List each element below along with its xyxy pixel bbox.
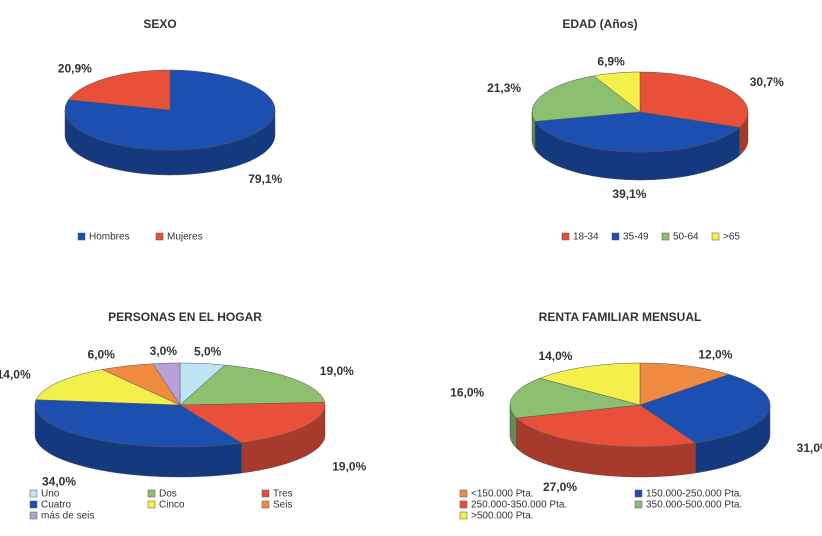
slice-top xyxy=(35,369,181,406)
slice-top xyxy=(593,71,641,113)
legend-swatch xyxy=(459,511,468,520)
legend-label: Seis xyxy=(273,500,292,511)
legend-swatch xyxy=(147,500,156,509)
chart-title: PERSONAS EN EL HOGAR xyxy=(108,310,262,324)
legend-label: más de seis xyxy=(41,511,94,522)
value-label: 31,0% xyxy=(797,441,822,455)
legend-swatch xyxy=(77,232,86,241)
value-label: 16,0% xyxy=(450,386,484,400)
slice-top xyxy=(34,399,243,448)
pie-slice xyxy=(515,404,697,478)
legend-label: >500.000 Pta. xyxy=(471,511,534,522)
slice-top xyxy=(531,75,641,122)
legend-label: Dos xyxy=(159,489,177,500)
slice-top xyxy=(639,71,749,128)
pie-slice xyxy=(593,71,641,113)
slice-top xyxy=(152,362,181,406)
legend-label: Cinco xyxy=(159,500,185,511)
pie-slice xyxy=(101,363,181,406)
value-label: 27,0% xyxy=(543,480,577,494)
legend-swatch xyxy=(29,511,38,520)
value-label: 5,0% xyxy=(194,345,222,359)
slice-top xyxy=(534,111,741,153)
slice-top xyxy=(509,377,641,419)
pie-slice xyxy=(68,69,171,111)
legend-swatch xyxy=(561,232,570,241)
legend-swatch xyxy=(147,489,156,498)
slice-top xyxy=(515,404,697,448)
pie-slice xyxy=(509,377,641,449)
value-label: 12,0% xyxy=(698,348,732,362)
legend-swatch xyxy=(261,500,270,509)
pie-slice xyxy=(639,374,771,474)
slice-top xyxy=(538,362,641,406)
legend-label: 35-49 xyxy=(623,232,649,243)
slice-top xyxy=(101,363,181,406)
legend-label: <150.000 Pta. xyxy=(471,489,534,500)
legend-label: Cuatro xyxy=(41,500,71,511)
value-label: 39,1% xyxy=(612,187,646,201)
value-label: 20,9% xyxy=(58,62,92,76)
chart-title: EDAD (Años) xyxy=(562,17,637,31)
legend-swatch xyxy=(29,500,38,509)
value-label: 30,7% xyxy=(750,75,784,89)
legend-swatch xyxy=(634,489,643,498)
slice-top xyxy=(179,402,326,444)
pie-slice xyxy=(152,362,181,406)
slice-top xyxy=(179,364,326,406)
slice-top xyxy=(639,374,771,444)
pie-slice xyxy=(179,362,226,406)
value-label: 21,3% xyxy=(487,81,521,95)
value-label: 3,0% xyxy=(150,344,178,358)
legend-label: >65 xyxy=(723,232,740,243)
value-label: 34,0% xyxy=(42,475,76,489)
legend-label: Uno xyxy=(41,489,60,500)
chart-title: RENTA FAMILIAR MENSUAL xyxy=(539,310,702,324)
legend-label: Mujeres xyxy=(167,232,203,243)
legend-swatch xyxy=(155,232,164,241)
legend-swatch xyxy=(459,489,468,498)
legend-label: Hombres xyxy=(89,232,130,243)
legend-label: 250.000-350.000 Pta. xyxy=(471,500,567,511)
pie-slice xyxy=(179,364,326,406)
pie-slice xyxy=(35,369,181,406)
pie-slice xyxy=(538,362,641,406)
legend-swatch xyxy=(459,500,468,509)
legend-label: 18-34 xyxy=(573,232,599,243)
pie-slice xyxy=(34,399,243,478)
legend-label: 150.000-250.000 Pta. xyxy=(646,489,742,500)
legend-swatch xyxy=(261,489,270,498)
value-label: 19,0% xyxy=(332,459,366,473)
pie-slice xyxy=(531,75,641,151)
value-label: 6,0% xyxy=(88,348,116,362)
legend-swatch xyxy=(29,489,38,498)
value-label: 79,1% xyxy=(248,172,282,186)
value-label: 14,0% xyxy=(538,349,572,363)
legend-swatch xyxy=(611,232,620,241)
pie-slice xyxy=(639,71,749,157)
legend-label: 50-64 xyxy=(673,232,699,243)
value-label: 14,0% xyxy=(0,368,31,382)
legend-swatch xyxy=(711,232,720,241)
pie-slice xyxy=(179,402,326,474)
value-label: 6,9% xyxy=(597,55,625,69)
slice-top xyxy=(68,69,171,111)
slice-top xyxy=(639,362,730,406)
slice-top xyxy=(179,362,226,406)
legend-swatch xyxy=(661,232,670,241)
chart-title: SEXO xyxy=(143,17,176,31)
legend-label: 350.000-500.000 Pta. xyxy=(646,500,742,511)
legend-swatch xyxy=(634,500,643,509)
legend-label: Tres xyxy=(273,489,293,500)
value-label: 19,0% xyxy=(320,364,354,378)
pie-slice xyxy=(639,362,730,406)
